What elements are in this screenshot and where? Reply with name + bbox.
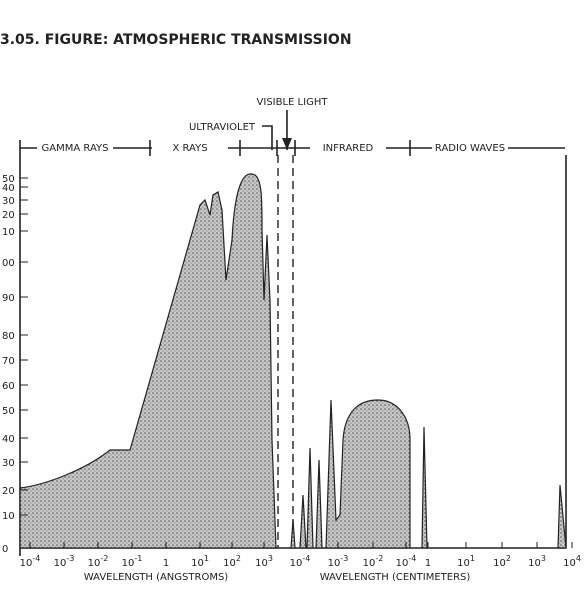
x-tick-label: 10-2 <box>363 554 384 569</box>
y-tick-label: 10 <box>2 227 15 238</box>
y-tick-label: 20 <box>2 486 15 497</box>
tick-base: 1 <box>163 558 169 569</box>
arrow <box>282 138 292 150</box>
x-tick-label: 104 <box>563 554 581 569</box>
y-tick-label: 50 <box>2 406 15 417</box>
band-line <box>19 140 565 556</box>
y-tick-label: 10 <box>2 511 15 522</box>
band-bg <box>37 142 113 154</box>
y-tick-label: 70 <box>2 356 15 367</box>
tick-base: 10 <box>54 558 67 569</box>
x-tick-label: 10-4 <box>20 554 41 569</box>
uv-label: ULTRAVIOLET <box>189 122 256 133</box>
tick-exp: 1 <box>470 554 475 563</box>
tick-base: 10 <box>88 558 101 569</box>
band-bg <box>310 142 386 154</box>
tick-exp: 3 <box>541 554 546 563</box>
y-tick-label: 40 <box>2 434 15 445</box>
x-tick-label: 102 <box>493 554 511 569</box>
tick-base: 10 <box>255 558 268 569</box>
tick-exp: 2 <box>506 554 511 563</box>
x-tick-label: 103 <box>528 554 546 569</box>
visible-band <box>277 155 294 548</box>
tick-base: 10 <box>457 558 470 569</box>
y-tick-label: 90 <box>2 293 15 304</box>
x-tick-label: 10-2 <box>88 554 109 569</box>
x-tick-label: 103 <box>255 554 273 569</box>
x-tick-label: 102 <box>223 554 241 569</box>
title: 3.05. FIGURE: ATMOSPHERIC TRANSMISSION <box>0 32 352 48</box>
tick-exp: -3 <box>66 554 74 563</box>
tick-exp: -2 <box>100 554 108 563</box>
tick-exp: -3 <box>340 554 348 563</box>
tick-base: 10 <box>493 558 506 569</box>
tick-exp: -4 <box>408 554 416 563</box>
tick-base: 10 <box>563 558 576 569</box>
x-tick-label: 101 <box>191 554 209 569</box>
x-axis-title: WAVELENGTH (CENTIMETERS) <box>320 572 471 583</box>
x-tick-label: 101 <box>457 554 475 569</box>
pointer <box>262 110 288 150</box>
band-bg <box>152 142 228 154</box>
tick-base: 10 <box>363 558 376 569</box>
x-tick-label: 10-4 <box>290 554 311 569</box>
tick-base: 10 <box>290 558 303 569</box>
tick-exp: -1 <box>134 554 142 563</box>
tick-exp: 3 <box>268 554 273 563</box>
band-label: GAMMA RAYS <box>42 143 109 154</box>
band-label: INFRARED <box>323 143 374 154</box>
y-tick-label: 30 <box>2 196 15 207</box>
band-bg <box>432 142 508 154</box>
x-tick-label: 10-1 <box>122 554 143 569</box>
y-tick-label: 00 <box>2 258 15 269</box>
tick-base: 10 <box>122 558 135 569</box>
y-tick-label: 80 <box>2 331 15 342</box>
y-tick-label: 30 <box>2 458 15 469</box>
tick-exp: 2 <box>236 554 241 563</box>
band-label: RADIO WAVES <box>435 143 505 154</box>
atmosphere-left <box>19 173 277 549</box>
x-axis-title: WAVELENGTH (ANGSTROMS) <box>84 572 228 583</box>
tick-base: 10 <box>528 558 541 569</box>
atmosphere-right <box>290 399 567 549</box>
x-tick-label: 1 <box>163 558 169 569</box>
tick-exp: -4 <box>302 554 310 563</box>
tick-exp: 4 <box>576 554 581 563</box>
y-tick-label: 0 <box>2 544 8 555</box>
y-tick-label: 50 <box>2 174 15 185</box>
visible-label: VISIBLE LIGHT <box>257 97 329 108</box>
tick-base: 10 <box>223 558 236 569</box>
x-tick-label: 10-3 <box>328 554 349 569</box>
tick-exp: 1 <box>204 554 209 563</box>
x-tick-label: 10-3 <box>54 554 75 569</box>
y-tick-label: 40 <box>2 183 15 194</box>
tick-exp: -4 <box>32 554 40 563</box>
tick-base: 1 <box>425 558 431 569</box>
tick-base: 10 <box>191 558 204 569</box>
band-label: X RAYS <box>172 143 207 154</box>
y-tick-label: 60 <box>2 381 15 392</box>
x-tick-label: 1 <box>425 558 431 569</box>
tick-exp: -2 <box>375 554 383 563</box>
tick-base: 10 <box>396 558 409 569</box>
y-tick-label: 20 <box>2 210 15 221</box>
tick-base: 10 <box>20 558 33 569</box>
tick-base: 10 <box>328 558 341 569</box>
x-tick-label: 10-4 <box>396 554 417 569</box>
